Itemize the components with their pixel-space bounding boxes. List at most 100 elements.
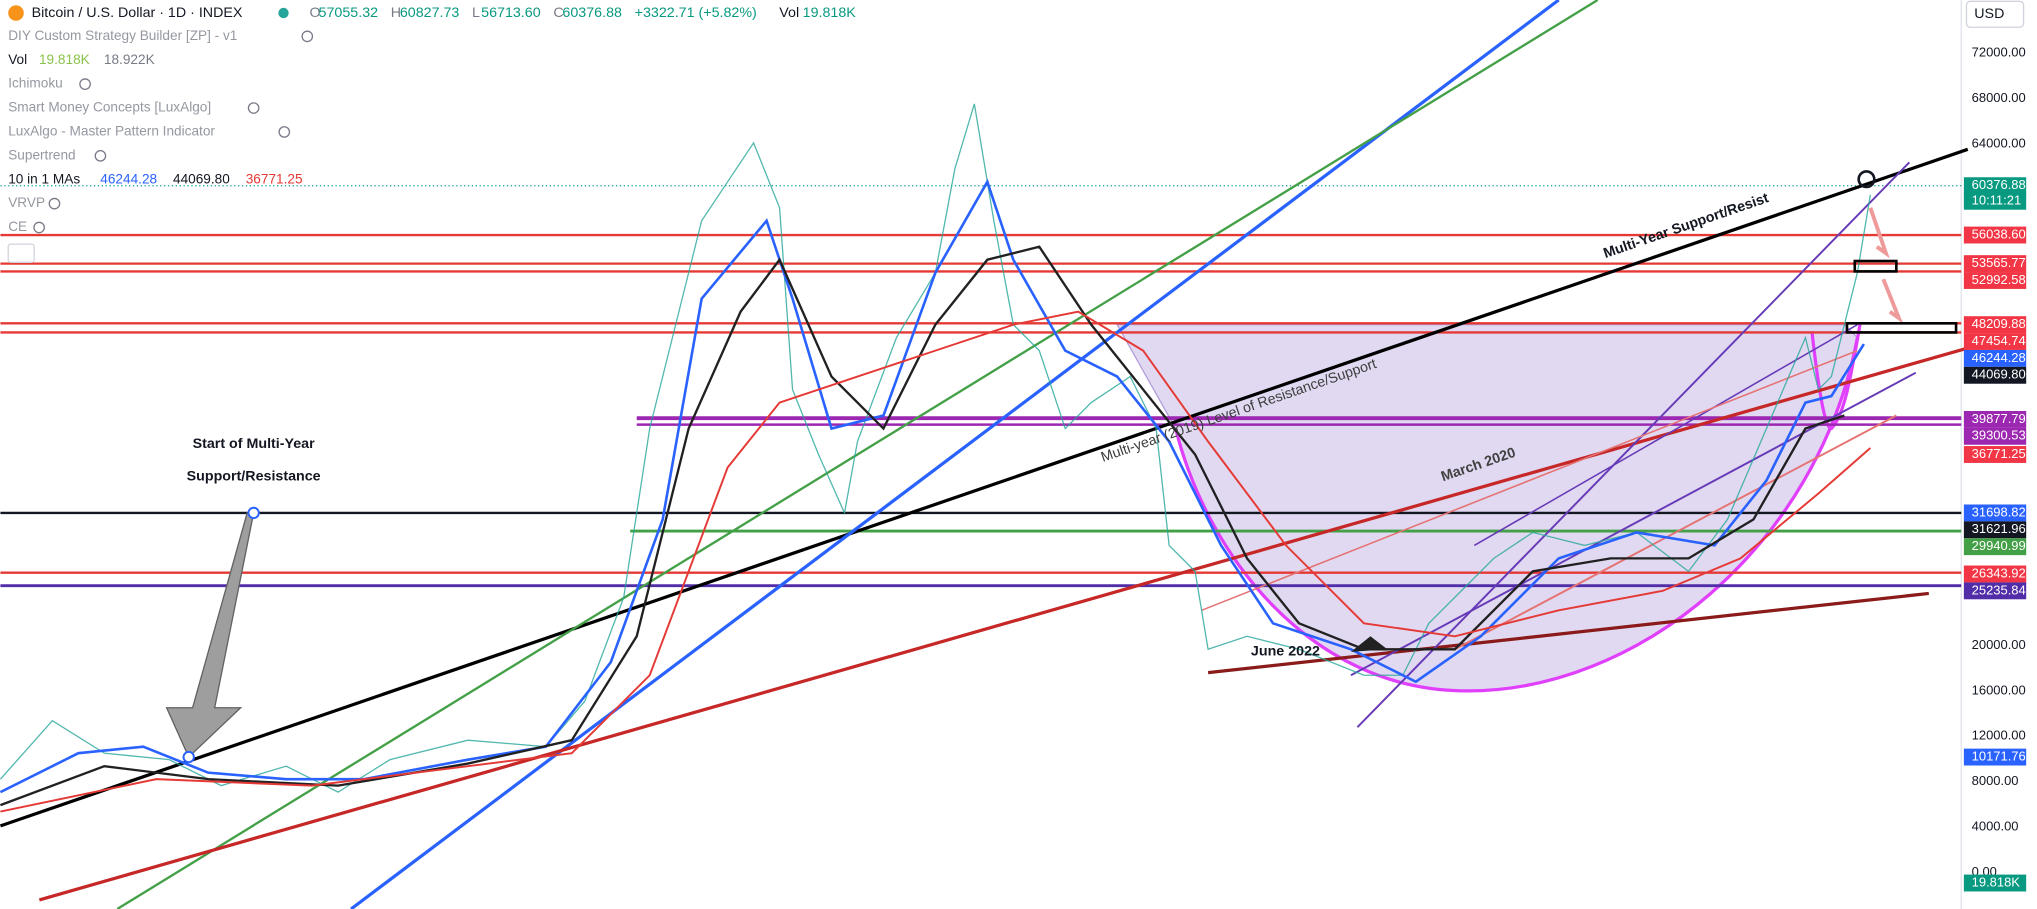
- annotation-arrow: [165, 512, 255, 759]
- price-axis: 72000.00 68000.00 64000.00 20000.00 16000.00…: [1963, 45, 2027, 892]
- visibility-icon[interactable]: [301, 30, 314, 43]
- annotation: Support/Resistance: [187, 468, 321, 484]
- price-tag: [1963, 226, 2027, 244]
- box: [1853, 259, 1898, 273]
- price-tag: [1963, 316, 2027, 334]
- trend-line: [1454, 414, 1897, 651]
- indicator-name[interactable]: Vol: [8, 52, 27, 67]
- indicator-name[interactable]: 10 in 1 MAs: [8, 171, 80, 186]
- price-tick: 72000.00: [1972, 45, 2026, 60]
- indicator-name[interactable]: VRVP: [8, 195, 45, 210]
- price-tag-label: 47454.74: [1972, 333, 2026, 348]
- currency-button[interactable]: [1965, 0, 2025, 28]
- price-tag-label: 39300.53: [1972, 428, 2026, 443]
- price-tag-label: 29940.99: [1972, 538, 2026, 553]
- anchor-point: [182, 750, 195, 764]
- ohlc-key: O: [309, 5, 320, 21]
- price-tag-label: 31698.82: [1972, 504, 2026, 519]
- price-tick: 16000.00: [1972, 682, 2026, 697]
- visibility-icon[interactable]: [278, 126, 291, 138]
- price-tick: 8000.00: [1972, 773, 2019, 788]
- visibility-icon[interactable]: [247, 102, 260, 114]
- price-tag: [1963, 748, 2027, 766]
- currency[interactable]: USD: [1974, 6, 2004, 22]
- cup-curve: [1174, 337, 1859, 693]
- indicator-name[interactable]: Ichimoku: [8, 76, 63, 91]
- vol-key: Vol: [779, 5, 799, 21]
- price-tag: [1963, 272, 2027, 289]
- collapse-button[interactable]: [7, 243, 35, 263]
- price-tag: [1963, 446, 2027, 463]
- handle-curve: [1810, 324, 1862, 431]
- trend-lines: [0, 0, 1969, 909]
- price-tag-label: 56038.60: [1972, 226, 2026, 241]
- price-tag-label: 52992.58: [1972, 272, 2026, 287]
- indicator-name[interactable]: Supertrend: [8, 147, 75, 162]
- ohlc-value: 56713.60: [481, 5, 541, 21]
- trend-line: [1207, 591, 1929, 675]
- price-tag: [1963, 255, 2027, 273]
- price-tag: [1963, 410, 2027, 428]
- symbol-title[interactable]: Bitcoin / U.S. Dollar · 1D · INDEX: [32, 5, 243, 21]
- price-tag: [1963, 582, 2027, 600]
- vol-value: 19.818K: [803, 5, 857, 21]
- price-tag: [1963, 192, 2027, 210]
- anchor-point: [1857, 170, 1876, 189]
- price-tag-label: 46244.28: [1972, 350, 2026, 365]
- price-tag: [1963, 366, 2027, 384]
- indicator-value: 36771.25: [246, 171, 303, 186]
- price-tag-label: 44069.80: [1972, 367, 2026, 382]
- indicator-name[interactable]: CE: [8, 219, 27, 234]
- indicator-value: 18.922K: [104, 52, 155, 67]
- market-status: [278, 7, 289, 19]
- price-tag-label: 19.818K: [1972, 874, 2021, 889]
- price-tag-label: 10171.76: [1972, 748, 2026, 763]
- price-tag: [1963, 177, 2027, 195]
- ma-black: [0, 245, 1845, 807]
- price-tag-label: 26343.92: [1972, 565, 2026, 580]
- pink-arrow: [1881, 278, 1904, 324]
- annotation: Start of Multi-Year: [193, 436, 316, 452]
- price-tag: [1963, 874, 2027, 892]
- ohlc-value: 60376.88: [562, 5, 622, 21]
- indicator-name[interactable]: Smart Money Concepts [LuxAlgo]: [8, 100, 211, 115]
- price-tag-label: 53565.77: [1972, 255, 2026, 270]
- ma-blue: [0, 178, 1865, 794]
- ohlc-value: 60827.73: [400, 5, 460, 21]
- visibility-icon[interactable]: [79, 78, 91, 90]
- price-path: [0, 103, 1872, 793]
- trend-line: [350, 0, 1560, 909]
- price-tag: [1963, 538, 2027, 556]
- price-tag: [1963, 521, 2027, 539]
- price-tag: [1963, 333, 2027, 350]
- price-tag: [1963, 427, 2027, 445]
- visibility-icon[interactable]: [48, 197, 61, 210]
- indicator-list: DIY Custom Strategy Builder [ZP] - v1 Vol…: [8, 28, 314, 234]
- price-tag-label: 48209.88: [1972, 316, 2026, 331]
- price-tick: 64000.00: [1972, 136, 2026, 151]
- trend-line: [116, 0, 1599, 909]
- ohlc-value: 57055.32: [319, 5, 379, 21]
- visibility-icon[interactable]: [33, 221, 45, 234]
- trend-line: [0, 147, 1969, 828]
- price-tag-label: 10:11:21: [1972, 193, 2022, 208]
- anchor-point: [247, 506, 260, 520]
- indicator-value: 44069.80: [173, 171, 230, 186]
- ohlc-key: L: [472, 5, 480, 21]
- indicator-name[interactable]: DIY Custom Strategy Builder [ZP] - v1: [8, 28, 237, 43]
- box: [1845, 322, 1958, 334]
- pink-arrow: [1868, 207, 1890, 259]
- trend-line: [1201, 349, 1858, 612]
- indicator-value: 46244.28: [100, 171, 157, 186]
- annotation: June 2022: [1251, 644, 1320, 660]
- price-tick: 20000.00: [1972, 637, 2026, 652]
- indicator-name[interactable]: LuxAlgo - Master Pattern Indicator: [8, 124, 215, 139]
- symbol-icon: [8, 5, 24, 21]
- ma-red: [0, 310, 1872, 813]
- visibility-icon[interactable]: [94, 149, 107, 162]
- price-tag-label: 25235.84: [1972, 582, 2026, 597]
- price-tag-label: 31621.96: [1972, 521, 2026, 536]
- trend-line: [1356, 161, 1911, 728]
